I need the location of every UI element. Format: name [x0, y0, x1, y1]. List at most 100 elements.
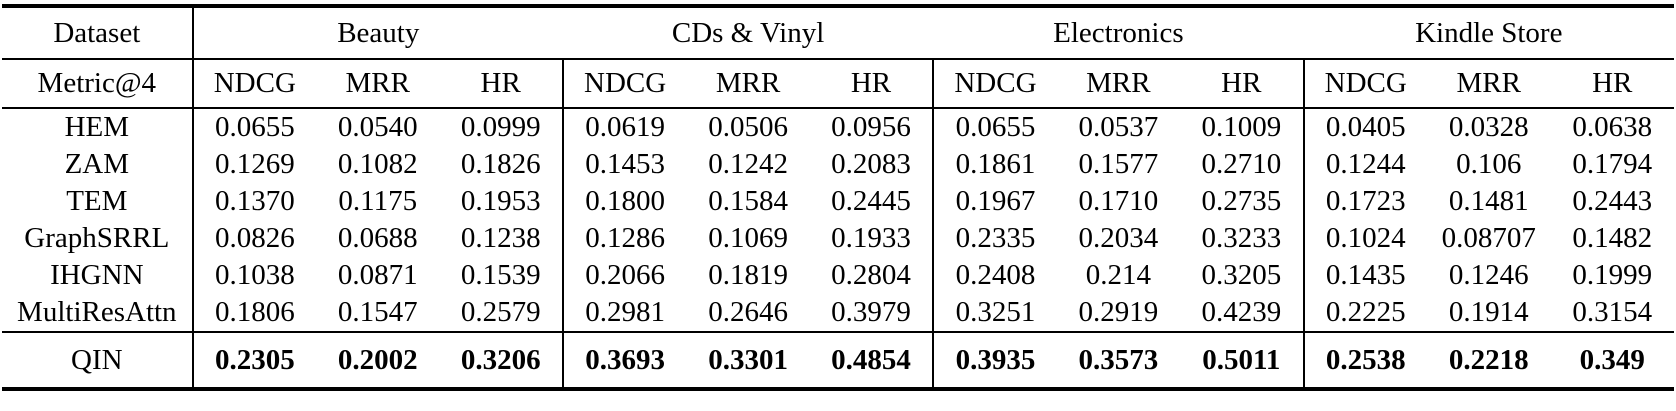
metric-header-hr: HR: [1550, 59, 1674, 109]
metric-value: 0.1967: [932, 183, 1057, 220]
table-row: IHGNN 0.1038 0.0871 0.1539 0.2066 0.1819 0.280…: [2, 257, 1674, 294]
metric-value: 0.1269: [214, 148, 295, 180]
method-name: MultiResAttn: [2, 294, 194, 332]
method-name: ZAM: [2, 146, 194, 183]
metric-value: 0.2919: [1078, 296, 1159, 328]
metric-value: 0.5011: [1180, 331, 1304, 389]
method-name: QIN: [2, 331, 194, 389]
metric-value: 0.1024: [1302, 220, 1427, 257]
metric-header-hr: HR: [809, 59, 934, 109]
metric-value: 0.2335: [932, 220, 1057, 257]
metric-header-ndcg: NDCG: [561, 59, 687, 109]
metric-value: 0.106: [1456, 148, 1522, 180]
metric-header-row: Metric@4 NDCG MRR HR NDCG MRR HR NDCG MR…: [2, 59, 1674, 109]
metric-value: 0.3935: [932, 331, 1057, 389]
metric-value: 0.2034: [1078, 222, 1159, 254]
group-header-electronics: Electronics: [933, 6, 1304, 60]
metric-value: 0.1999: [1572, 259, 1653, 291]
metric-value: 0.214: [1085, 259, 1152, 291]
metric-header-ndcg: NDCG: [192, 59, 317, 109]
metric-header-hr: HR: [439, 59, 563, 109]
metric-value: 0.4854: [809, 331, 934, 389]
group-header-cds-vinyl: CDs & Vinyl: [562, 6, 934, 60]
metric-value: 0.1861: [932, 146, 1057, 183]
metric-value: 0.3573: [1056, 331, 1181, 389]
metric-value: 0.0871: [337, 259, 418, 291]
metric-value: 0.1453: [561, 146, 687, 183]
table-row: GraphSRRL 0.0826 0.0688 0.1238 0.1286 0.1069 0…: [2, 220, 1674, 257]
metric-value: 0.1539: [460, 259, 541, 291]
metric-value: 0.2538: [1302, 331, 1427, 389]
metric-value: 0.0956: [831, 111, 911, 143]
metric-value: 0.3206: [439, 331, 563, 389]
metric-header-ndcg: NDCG: [1302, 59, 1427, 109]
table-row: TEM 0.1370 0.1175 0.1953 0.1800 0.1584 0.2445 0…: [2, 183, 1674, 220]
metric-value: 0.1286: [561, 220, 687, 257]
metric-header-mrr: MRR: [686, 59, 810, 109]
metric-value: 0.1069: [708, 222, 788, 254]
metric-value: 0.2305: [192, 331, 317, 389]
metric-value: 0.1819: [708, 259, 788, 291]
metric-value: 0.1175: [338, 185, 418, 217]
table-body: HEM 0.0655 0.0540 0.0999 0.0619 0.0506 0.0956 0…: [2, 108, 1674, 389]
metric-value: 0.1238: [460, 222, 541, 254]
results-table: Dataset Beauty CDs & Vinyl Electronics K…: [2, 4, 1674, 391]
metric-value: 0.2408: [932, 257, 1057, 294]
metric-value: 0.2445: [831, 185, 911, 217]
metric-value: 0.2443: [1572, 185, 1653, 217]
table-row: QIN 0.2305 0.2002 0.3206 0.3693 0.3301 0.4854 0…: [2, 331, 1674, 389]
metric-value: 0.0619: [561, 108, 687, 146]
table-row: MultiResAttn 0.1806 0.1547 0.2579 0.2981 0.26…: [2, 294, 1674, 332]
metric-value: 0.349: [1550, 331, 1674, 389]
metric-value: 0.1800: [561, 183, 687, 220]
metric-value: 0.1547: [337, 296, 418, 328]
metric-value: 0.0688: [337, 222, 418, 254]
metric-value: 0.3233: [1201, 222, 1282, 254]
table-row: HEM 0.0655 0.0540 0.0999 0.0619 0.0506 0.0956 0…: [2, 108, 1674, 146]
metric-value: 0.1246: [1448, 259, 1529, 291]
metric-value: 0.1082: [337, 148, 418, 180]
metric-value: 0.3979: [831, 296, 911, 328]
metric-value: 0.1806: [214, 296, 295, 328]
metric-header-ndcg: NDCG: [932, 59, 1057, 109]
metric-value: 0.2579: [460, 296, 541, 328]
metric-value: 0.1482: [1572, 222, 1653, 254]
method-name: HEM: [2, 108, 194, 146]
group-header-kindle-store: Kindle Store: [1303, 6, 1674, 60]
metric-value: 0.3693: [561, 331, 687, 389]
metric-value: 0.3301: [686, 331, 810, 389]
method-name: IHGNN: [2, 257, 194, 294]
metric-header-mrr: MRR: [1056, 59, 1181, 109]
metric-value: 0.1244: [1302, 146, 1427, 183]
metric-value: 0.1723: [1302, 183, 1427, 220]
metric-value: 0.1953: [460, 185, 541, 217]
method-name: GraphSRRL: [2, 220, 194, 257]
metric-value: 0.2735: [1201, 185, 1282, 217]
metric-at-label: Metric@4: [2, 59, 194, 109]
metric-value: 0.1577: [1078, 148, 1159, 180]
metric-value: 0.2002: [316, 331, 440, 389]
metric-value: 0.1481: [1448, 185, 1529, 217]
metric-value: 0.3205: [1201, 259, 1282, 291]
metric-value: 0.0540: [337, 111, 418, 143]
metric-value: 0.1794: [1572, 148, 1653, 180]
group-header-beauty: Beauty: [192, 6, 563, 60]
metric-value: 0.2083: [831, 148, 911, 180]
metric-value: 0.0405: [1302, 108, 1427, 146]
metric-value: 0.2218: [1426, 331, 1551, 389]
metric-header-hr: HR: [1180, 59, 1304, 109]
metric-header-mrr: MRR: [316, 59, 440, 109]
metric-value: 0.4239: [1201, 296, 1282, 328]
metric-value: 0.1826: [460, 148, 541, 180]
metric-value: 0.0506: [708, 111, 788, 143]
metric-value: 0.1009: [1201, 111, 1282, 143]
group-header-row: Dataset Beauty CDs & Vinyl Electronics K…: [2, 6, 1674, 60]
metric-value: 0.2646: [708, 296, 788, 328]
dataset-header: Dataset: [2, 6, 194, 60]
metric-header-mrr: MRR: [1426, 59, 1551, 109]
metric-value: 0.2981: [561, 294, 687, 332]
metric-value: 0.2066: [561, 257, 687, 294]
metric-value: 0.2225: [1302, 294, 1427, 332]
method-name: TEM: [2, 183, 194, 220]
